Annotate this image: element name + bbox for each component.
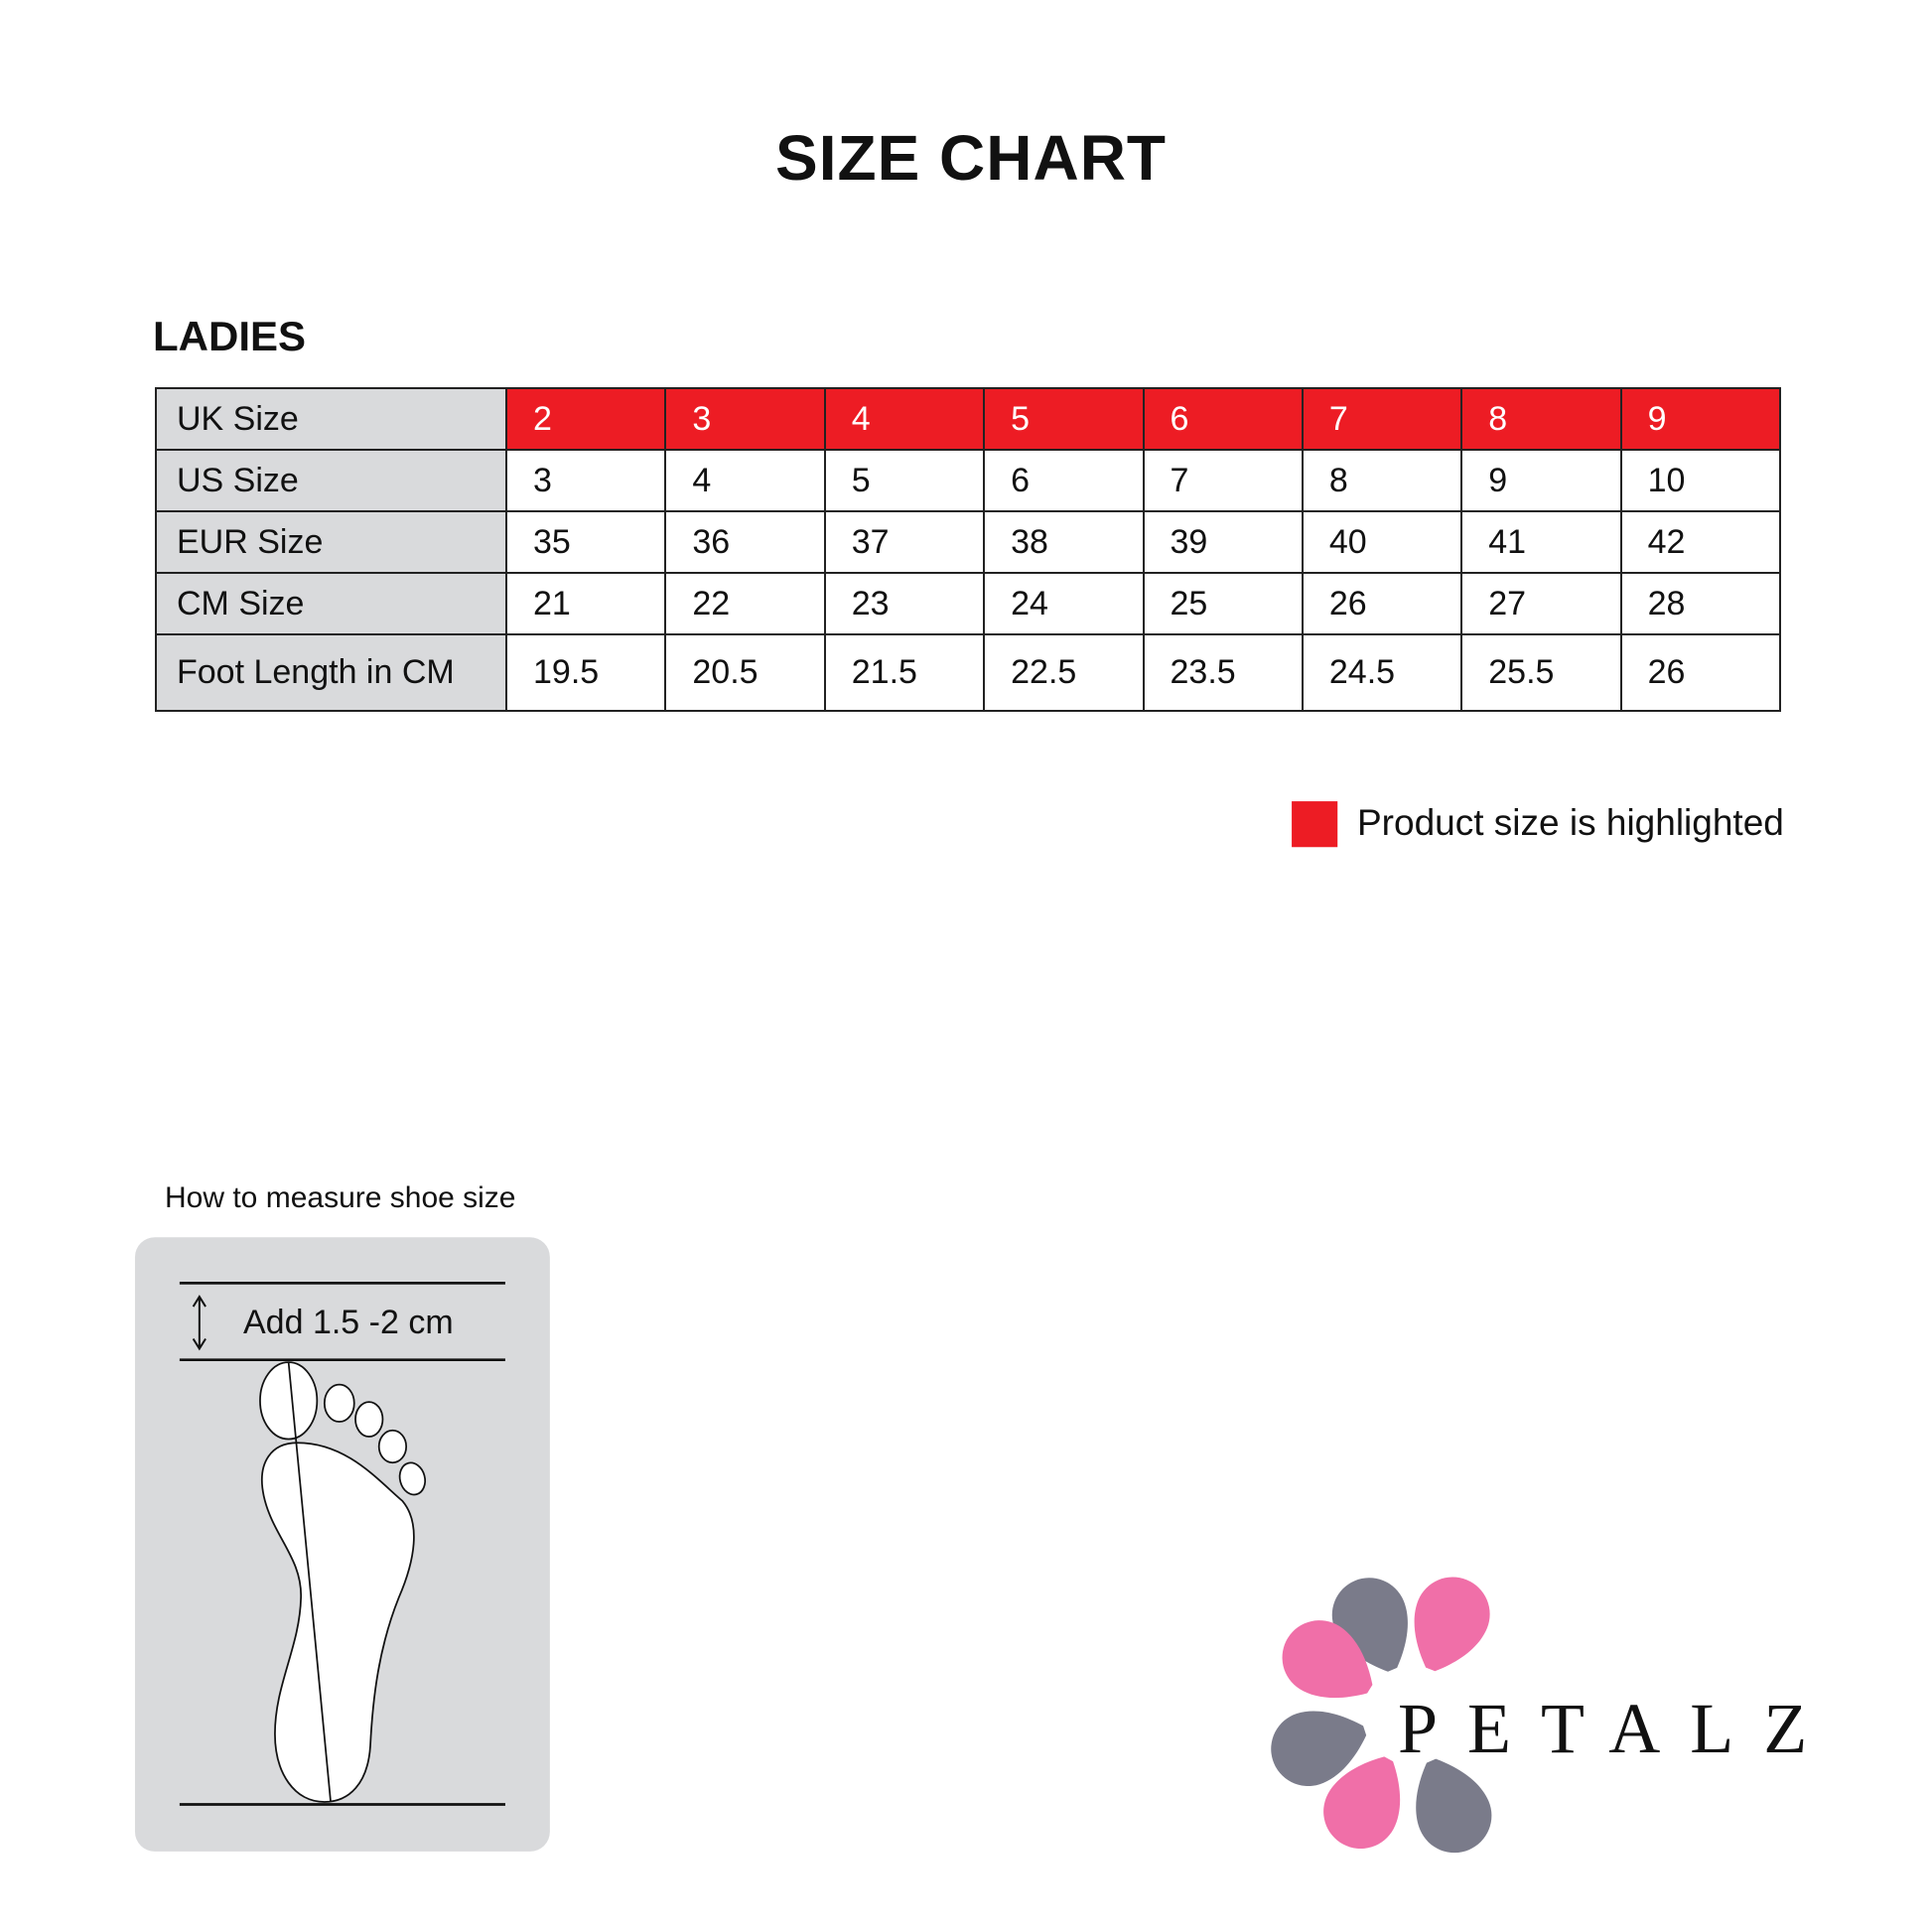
- table-cell: 28: [1619, 572, 1782, 635]
- size-chart-table: UK Size 2 3 4 5 6 7 8 9 US Size 3 4 5 6 7 8 9 10 EUR Size 3…: [155, 387, 1782, 712]
- row-label: UK Size: [155, 387, 507, 451]
- table-cell: 41: [1460, 510, 1622, 574]
- measure-guide-title: How to measure shoe size: [165, 1181, 516, 1214]
- section-heading: LADIES: [153, 313, 307, 359]
- table-cell: 9: [1619, 387, 1782, 451]
- row-label: EUR Size: [155, 510, 507, 574]
- grey-petal: [1416, 1758, 1492, 1854]
- table-cell: 27: [1460, 572, 1622, 635]
- table-cell: 35: [504, 510, 667, 574]
- table-cell: 25.5: [1460, 633, 1622, 712]
- legend-swatch: [1292, 801, 1338, 848]
- page-title: SIZE CHART: [775, 122, 1167, 194]
- table-cell: 38: [983, 510, 1145, 574]
- table-cell: 10: [1619, 449, 1782, 512]
- table-cell: 26: [1301, 572, 1463, 635]
- legend-label: Product size is highlighted: [1357, 802, 1784, 843]
- table-cell: 8: [1460, 387, 1622, 451]
- table-cell: 22: [664, 572, 826, 635]
- table-cell: 8: [1301, 449, 1463, 512]
- foot-outline-icon: [259, 1361, 427, 1803]
- table-cell: 25: [1142, 572, 1304, 635]
- table-cell: 9: [1460, 449, 1622, 512]
- row-label: CM Size: [155, 572, 507, 635]
- table-cell: 24: [983, 572, 1145, 635]
- table-cell: 21.5: [823, 633, 986, 712]
- table-row: UK Size 2 3 4 5 6 7 8 9: [155, 387, 1782, 451]
- row-label: Foot Length in CM: [155, 633, 507, 712]
- table-cell: 26: [1619, 633, 1782, 712]
- table-row: EUR Size 35 36 37 38 39 40 41 42: [155, 510, 1782, 574]
- table-cell: 4: [664, 449, 826, 512]
- table-cell: 5: [823, 449, 986, 512]
- grey-petal: [1271, 1711, 1367, 1786]
- petalz-flower-logo: [1271, 1577, 1492, 1854]
- table-cell: 39: [1142, 510, 1304, 574]
- table-cell: 5: [983, 387, 1145, 451]
- table-cell: 2: [504, 387, 667, 451]
- table-cell: 42: [1619, 510, 1782, 574]
- table-cell: 37: [823, 510, 986, 574]
- table-cell: 24.5: [1301, 633, 1463, 712]
- table-cell: 20.5: [664, 633, 826, 712]
- pink-petal: [1414, 1577, 1490, 1672]
- legend: Product size is highlighted: [1292, 800, 1784, 846]
- table-row: US Size 3 4 5 6 7 8 9 10: [155, 449, 1782, 512]
- table-cell: 23: [823, 572, 986, 635]
- pink-petal: [1282, 1620, 1373, 1699]
- table-cell: 36: [664, 510, 826, 574]
- row-label: US Size: [155, 449, 507, 512]
- table-row: Foot Length in CM 19.5 20.5 21.5 22.5 23.5 24.…: [155, 633, 1782, 712]
- add-allowance-label: Add 1.5 -2 cm: [243, 1304, 454, 1341]
- table-cell: 7: [1301, 387, 1463, 451]
- table-cell: 3: [504, 449, 667, 512]
- pink-petal: [1323, 1756, 1401, 1850]
- table-cell: 4: [823, 387, 986, 451]
- brand-logo-text: PETALZ: [1398, 1689, 1838, 1768]
- table-cell: 19.5: [504, 633, 667, 712]
- table-cell: 6: [983, 449, 1145, 512]
- table-cell: 7: [1142, 449, 1304, 512]
- table-cell: 21: [504, 572, 667, 635]
- table-cell: 23.5: [1142, 633, 1304, 712]
- table-cell: 22.5: [983, 633, 1145, 712]
- table-cell: 3: [664, 387, 826, 451]
- table-cell: 40: [1301, 510, 1463, 574]
- table-row: CM Size 21 22 23 24 25 26 27 28: [155, 572, 1782, 635]
- table-cell: 6: [1142, 387, 1304, 451]
- double-arrow-vertical-icon: [192, 1295, 207, 1351]
